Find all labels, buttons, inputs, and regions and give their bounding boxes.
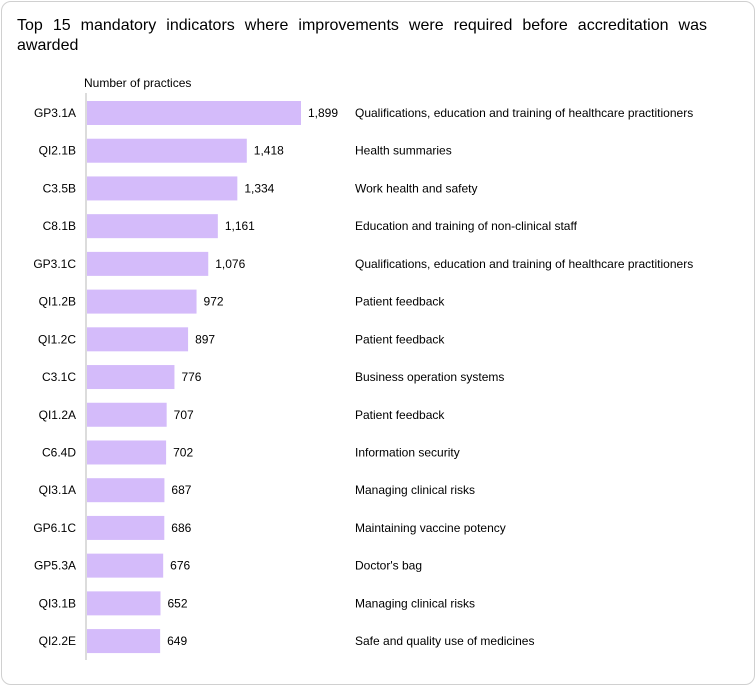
description-label: Qualifications, education and training o… (355, 257, 693, 271)
category-label: QI3.1B (39, 596, 76, 610)
bar (87, 515, 165, 540)
chart-title: Top 15 mandatory indicators where improv… (17, 17, 707, 54)
bar (87, 101, 301, 125)
bar (87, 553, 164, 578)
category-label: QI1.2A (39, 408, 76, 422)
category-label: C3.5B (43, 181, 76, 195)
description-label: Qualifications, education and training o… (355, 106, 693, 120)
category-label: QI1.2B (39, 295, 76, 309)
description-label: Managing clinical risks (355, 596, 475, 610)
category-label: C6.4D (42, 445, 76, 459)
bar (87, 440, 167, 465)
category-label: GP6.1C (33, 521, 76, 535)
value-label: 1,334 (244, 181, 274, 195)
description-label: Patient feedback (355, 408, 445, 422)
description-label: Patient feedback (355, 295, 445, 309)
description-label: Health summaries (355, 144, 452, 158)
value-label: 652 (167, 596, 187, 610)
bar (87, 478, 165, 503)
value-label: 1,076 (215, 257, 245, 271)
bar (87, 402, 167, 427)
description-label: Patient feedback (355, 332, 445, 346)
description-label: Education and training of non-clinical s… (355, 219, 578, 233)
description-label: Work health and safety (355, 181, 478, 195)
description-label: Maintaining vaccine potency (355, 521, 506, 535)
value-label: 1,161 (225, 219, 255, 233)
category-label: C8.1B (43, 219, 76, 233)
value-label: 972 (204, 295, 224, 309)
bar (87, 176, 238, 201)
description-label: Information security (355, 445, 460, 459)
description-label: Managing clinical risks (355, 483, 475, 497)
value-label: 687 (171, 483, 191, 497)
value-label: 686 (171, 521, 191, 535)
bar (87, 251, 209, 276)
category-label: GP3.1C (33, 257, 76, 271)
value-label: 702 (173, 445, 193, 459)
value-label: 776 (181, 370, 201, 384)
category-label: QI1.2C (38, 332, 76, 346)
value-label: 1,418 (254, 144, 284, 158)
bar (87, 591, 161, 616)
bar (87, 365, 175, 390)
value-label: 649 (167, 634, 187, 648)
value-label: 1,899 (308, 106, 338, 120)
bar (87, 327, 189, 352)
category-label: C3.1C (42, 370, 76, 384)
bar (87, 289, 197, 314)
description-label: Safe and quality use of medicines (355, 634, 534, 648)
value-label: 707 (174, 408, 194, 422)
axis-label: Number of practices (84, 76, 192, 90)
value-label: 676 (170, 559, 190, 573)
category-label: GP3.1A (34, 106, 76, 120)
bar (87, 138, 247, 163)
description-label: Doctor's bag (355, 559, 422, 573)
description-label: Business operation systems (355, 370, 504, 384)
bar (87, 214, 218, 239)
category-label: QI3.1A (39, 483, 76, 497)
category-label: GP5.3A (34, 559, 76, 573)
category-label: QI2.1B (39, 144, 76, 158)
category-label: QI2.2E (39, 634, 76, 648)
value-label: 897 (195, 332, 215, 346)
bar (87, 629, 161, 654)
